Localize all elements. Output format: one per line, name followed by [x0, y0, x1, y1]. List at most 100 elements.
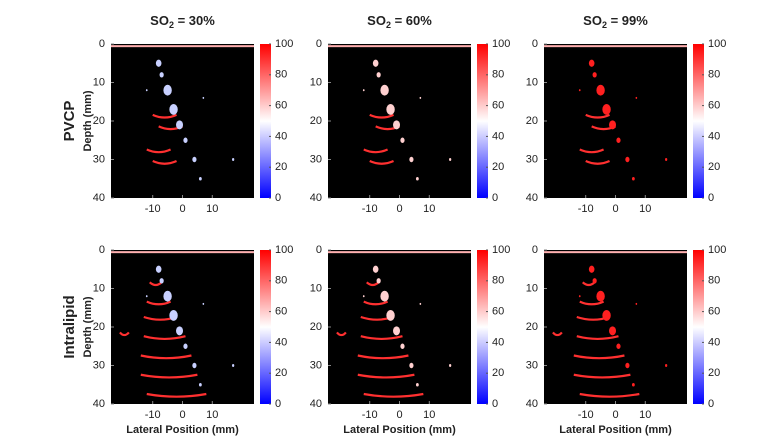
- vessel-signal: [400, 137, 405, 143]
- colorbar: [477, 250, 488, 404]
- vessel-signal: [409, 156, 414, 163]
- colorbar-tick-label: 60: [275, 100, 287, 112]
- vessel-signal: [616, 137, 621, 143]
- reflector-arc: [336, 331, 347, 337]
- surface-band: [328, 45, 471, 48]
- title-text: = 30%: [174, 13, 215, 28]
- vessel-signal: [665, 364, 668, 367]
- colorbar-tick-label: 40: [708, 130, 720, 142]
- reflector-arc: [573, 373, 631, 379]
- vessel-signal: [372, 265, 379, 273]
- reflector-arc: [360, 335, 403, 341]
- x-tick-label: -10: [362, 203, 378, 215]
- colorbar-tick-label: 60: [708, 306, 720, 318]
- x-tick-label: -10: [578, 203, 594, 215]
- x-axis-label: Lateral Position (mm): [343, 424, 456, 436]
- colorbar-tick-label: 100: [708, 38, 726, 50]
- vessel-signal: [592, 72, 597, 78]
- title-text: SO: [583, 13, 602, 28]
- y-tick-label: 20: [310, 115, 322, 127]
- colorbar-tick-label: 20: [275, 367, 287, 379]
- y-tick-label: 0: [532, 244, 538, 256]
- x-tick-label: 10: [206, 203, 218, 215]
- y-tick-label: 40: [310, 398, 322, 410]
- vessel-signal: [192, 362, 197, 369]
- vessel-signal: [588, 265, 595, 273]
- vessel-signal: [415, 382, 419, 387]
- vessel-signal: [376, 278, 381, 284]
- vessel-signal: [380, 290, 389, 302]
- image-background: [111, 250, 254, 404]
- y-tick-label: 40: [310, 192, 322, 204]
- colorbar-tick-label: 0: [492, 398, 498, 410]
- vessel-signal: [609, 120, 617, 130]
- vessel-signal: [202, 96, 205, 99]
- reflector-arc: [369, 160, 394, 165]
- vessel-signal: [155, 59, 162, 67]
- title-subscript: 2: [169, 20, 174, 30]
- vessel-signal: [183, 343, 188, 349]
- image-background: [544, 250, 687, 404]
- colorbar-tick-label: 40: [492, 336, 504, 348]
- y-tick-label: 20: [526, 321, 538, 333]
- colorbar-tick-label: 20: [708, 161, 720, 173]
- reflector-arc: [585, 160, 610, 165]
- vessel-signal: [163, 84, 172, 96]
- vessel-signal: [145, 295, 148, 298]
- y-tick-label: 20: [310, 321, 322, 333]
- title-text: = 60%: [391, 13, 432, 28]
- panel-title: SO2 = 60%: [367, 13, 432, 30]
- colorbar-tick-label: 40: [275, 336, 287, 348]
- reflector-arc: [363, 148, 389, 154]
- vessel-signal: [592, 278, 597, 284]
- y-tick-label: 0: [532, 38, 538, 50]
- vessel-signal: [596, 290, 605, 302]
- vessel-signal: [419, 302, 422, 305]
- y-tick-label: 40: [526, 398, 538, 410]
- vessel-signal: [625, 362, 630, 369]
- y-tick-label: 40: [93, 398, 105, 410]
- colorbar-tick-label: 40: [492, 130, 504, 142]
- colorbar-tick-label: 100: [275, 244, 293, 256]
- surface-band: [111, 251, 254, 254]
- reflector-arc: [140, 354, 192, 360]
- colorbar-tick-label: 0: [275, 192, 281, 204]
- colorbar: [693, 250, 704, 404]
- title-text: SO: [367, 13, 386, 28]
- vessel-signal: [631, 176, 635, 181]
- y-tick-label: 40: [526, 192, 538, 204]
- vessel-signal: [386, 104, 395, 115]
- y-tick-label: 20: [93, 321, 105, 333]
- vessel-signal: [192, 156, 197, 163]
- vessel-signal: [362, 89, 365, 92]
- colorbar-tick-label: 0: [275, 398, 281, 410]
- x-tick-label: 10: [423, 409, 435, 421]
- vessel-signal: [380, 84, 389, 96]
- vessel-signal: [419, 96, 422, 99]
- y-axis-label: Depth (mm): [82, 90, 94, 151]
- reflector-arc: [152, 160, 177, 165]
- x-tick-label: 0: [396, 203, 402, 215]
- reflector-arc: [357, 354, 409, 360]
- vessel-signal: [202, 302, 205, 305]
- y-tick-label: 30: [310, 359, 322, 371]
- image-background: [111, 44, 254, 198]
- x-axis-label: Lateral Position (mm): [126, 424, 239, 436]
- vessel-signal: [183, 137, 188, 143]
- x-tick-label: -10: [362, 409, 378, 421]
- title-subscript: 2: [386, 20, 391, 30]
- surface-band: [328, 251, 471, 254]
- colorbar: [693, 44, 704, 198]
- vessel-signal: [635, 96, 638, 99]
- vessel-signal: [155, 265, 162, 273]
- y-tick-label: 10: [93, 282, 105, 294]
- y-tick-label: 30: [93, 153, 105, 165]
- panel-title: SO2 = 99%: [583, 13, 648, 30]
- x-tick-label: 0: [396, 409, 402, 421]
- vessel-signal: [578, 295, 581, 298]
- y-tick-label: 10: [310, 76, 322, 88]
- colorbar-tick-label: 40: [708, 336, 720, 348]
- colorbar-tick-label: 100: [708, 244, 726, 256]
- vessel-signal: [362, 295, 365, 298]
- colorbar: [260, 250, 271, 404]
